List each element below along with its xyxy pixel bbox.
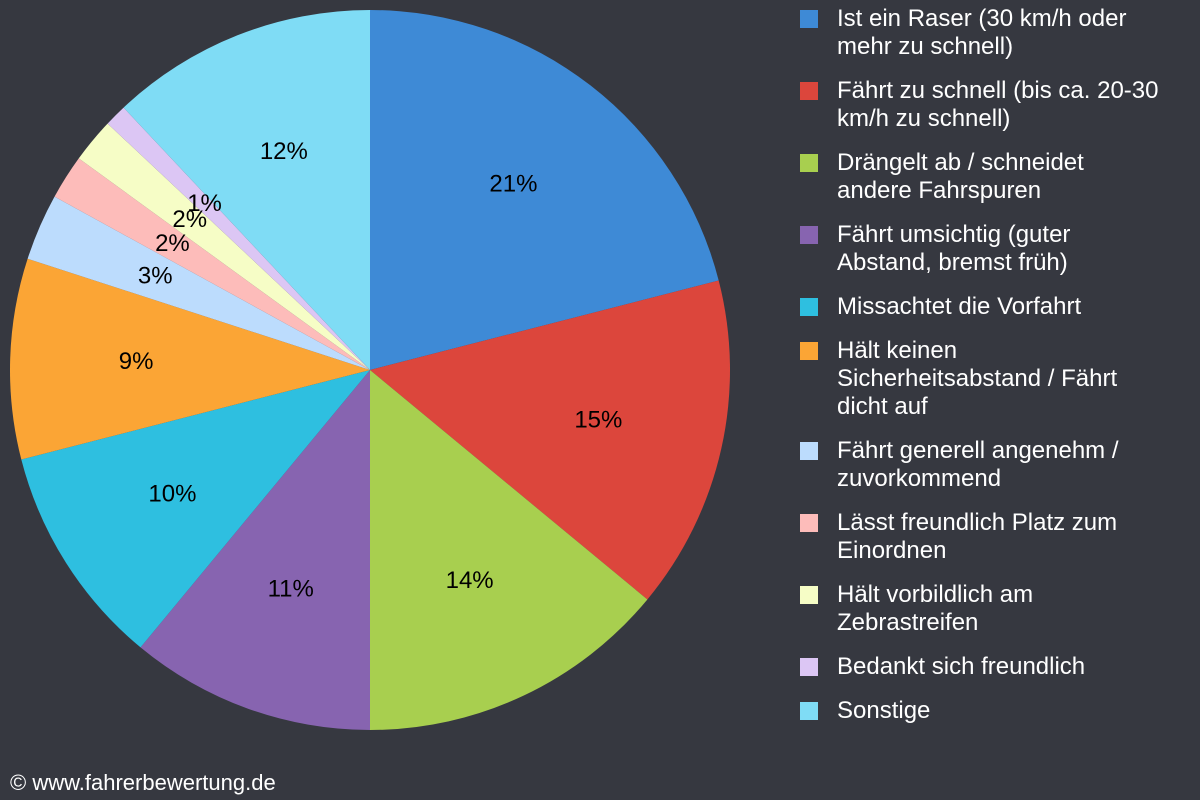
legend-item: Fährt umsichtig (guter Abstand, bremst f… [800,221,1160,277]
data-label: 2% [172,206,207,233]
pie-slice [107,107,371,371]
legend: Ist ein Raser (30 km/h oder mehr zu schn… [800,5,1160,725]
legend-swatch [800,342,818,360]
legend-label: Lässt freundlich Platz zum Einordnen [837,509,1118,564]
legend-item: Sonstige [800,697,1160,725]
legend-item: Fährt zu schnell (bis ca. 20-30 km/h zu … [800,77,1160,133]
pie-slice [78,123,371,370]
legend-item: Bedankt sich freundlich [800,653,1160,681]
legend-swatch [800,514,818,532]
pie-slice [140,370,370,730]
legend-label: Sonstige [837,697,931,724]
legend-label: Ist ein Raser (30 km/h oder mehr zu schn… [837,5,1127,60]
legend-swatch [800,226,818,244]
data-label: 12% [260,138,308,165]
pie-slice [10,258,371,460]
legend-label: Fährt umsichtig (guter Abstand, bremst f… [837,221,1071,276]
legend-item: Hält keinen Sicherheitsabstand / Fährt d… [800,337,1160,421]
legend-item: Drängelt ab / schneidet andere Fahrspure… [800,149,1160,205]
legend-item: Fährt generell angenehm / zuvorkommend [800,437,1160,493]
legend-label: Hält keinen Sicherheitsabstand / Fährt d… [837,337,1118,420]
legend-label: Hält vorbildlich am Zebrastreifen [837,581,1034,636]
pie-slice [54,158,370,370]
legend-swatch [800,586,818,604]
legend-swatch [800,442,818,460]
legend-label: Missachtet die Vorfahrt [837,293,1082,320]
pie-slice [21,370,371,648]
data-label: 2% [155,230,190,257]
legend-item: Ist ein Raser (30 km/h oder mehr zu schn… [800,5,1160,61]
legend-swatch [800,658,818,676]
data-label: 1% [187,190,222,217]
data-label: 21% [489,170,537,197]
pie-slice [370,370,648,730]
legend-label: Bedankt sich freundlich [837,653,1086,680]
data-label: 14% [446,567,494,594]
data-label: 9% [119,348,154,375]
legend-item: Hält vorbildlich am Zebrastreifen [800,581,1160,637]
legend-swatch [800,298,818,316]
legend-swatch [800,82,818,100]
legend-swatch [800,10,818,28]
footer: © www.fahrerbewertung.de [10,770,276,795]
data-label: 15% [574,406,622,433]
legend-item: Lässt freundlich Platz zum Einordnen [800,509,1160,565]
legend-swatch [800,154,818,172]
pie: 21%15%14%11%10%9%3%2%2%1%12% [10,10,730,730]
legend-label: Fährt generell angenehm / zuvorkommend [837,437,1119,492]
legend-swatch [800,702,818,720]
pie-slice [370,10,719,370]
data-label: 3% [138,262,173,289]
legend-item: Missachtet die Vorfahrt [800,293,1160,321]
pie-slice [370,280,730,600]
legend-label: Drängelt ab / schneidet andere Fahrspure… [837,149,1084,204]
legend-label: Fährt zu schnell (bis ca. 20-30 km/h zu … [837,77,1159,132]
data-label: 10% [148,481,196,508]
pie-slice [123,10,370,370]
data-label: 11% [268,576,314,603]
pie-slice [27,196,370,370]
